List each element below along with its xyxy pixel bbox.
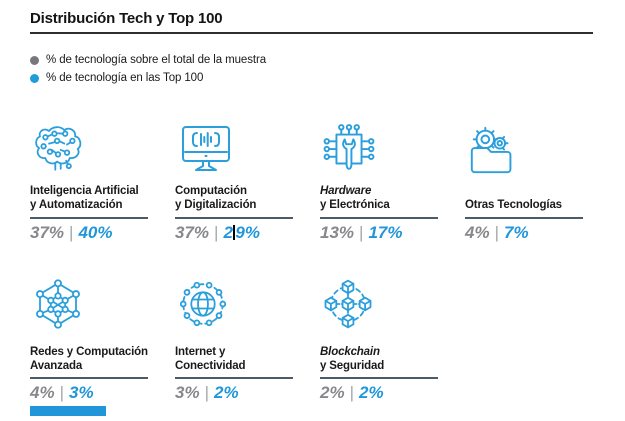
label-underline bbox=[320, 217, 438, 219]
pct-total: 3% bbox=[175, 382, 200, 402]
card-percentages: 3% | 2% bbox=[175, 383, 307, 403]
pct-top100: 3% bbox=[69, 382, 94, 402]
pct-total: 4% bbox=[30, 382, 55, 402]
card-percentages: 4% | 7% bbox=[465, 223, 597, 243]
ai-brain-circuit-icon bbox=[30, 118, 162, 182]
page-title: Distribución Tech y Top 100 bbox=[30, 10, 223, 27]
card-label: Internet y Conectividad bbox=[175, 346, 246, 372]
pct-total: 37% bbox=[175, 222, 210, 242]
blockchain-cubes-icon bbox=[320, 273, 452, 343]
card-hardware: Hardware y Electrónica 13% | 17% bbox=[320, 118, 452, 243]
card-percentages: 13% | 17% bbox=[320, 223, 452, 243]
pct-total: 2% bbox=[320, 382, 345, 402]
pct-separator: | bbox=[214, 222, 219, 242]
network-mesh-icon bbox=[30, 273, 162, 343]
pct-top100: 7% bbox=[504, 222, 529, 242]
pct-top100: 17% bbox=[368, 222, 403, 242]
card-label: Inteligencia Artificial y Automatización bbox=[30, 185, 139, 211]
pct-separator: | bbox=[494, 222, 499, 242]
pct-total: 37% bbox=[30, 222, 65, 242]
label-underline bbox=[175, 377, 293, 379]
hardware-chip-wrench-icon bbox=[320, 118, 452, 182]
legend: % de tecnología sobre el total de la mue… bbox=[30, 51, 266, 87]
legend-item-total: % de tecnología sobre el total de la mue… bbox=[30, 51, 266, 69]
card-label: Otras Tecnologías bbox=[465, 198, 562, 211]
internet-globe-icon bbox=[175, 273, 307, 343]
pct-separator: | bbox=[349, 382, 354, 402]
card-label: Hardware y Electrónica bbox=[320, 185, 390, 211]
label-underline bbox=[175, 217, 293, 219]
title-divider bbox=[30, 32, 593, 34]
folder-gears-icon bbox=[465, 118, 597, 182]
card-label: Computación y Digitalización bbox=[175, 185, 257, 211]
label-underline bbox=[320, 377, 438, 379]
card-percentages: 2% | 2% bbox=[320, 383, 452, 403]
pct-top100: 2% bbox=[214, 382, 239, 402]
card-blockchain: Blockchain y Seguridad 2% | 2% bbox=[320, 273, 452, 403]
card-redes: Redes y Computación Avanzada 4% | 3% bbox=[30, 273, 162, 403]
card-percentages: 4% | 3% bbox=[30, 383, 162, 403]
card-inteligencia-artificial: Inteligencia Artificial y Automatización… bbox=[30, 118, 162, 243]
legend-item-top100: % de tecnología en las Top 100 bbox=[30, 69, 266, 87]
pct-top100: 40% bbox=[78, 222, 113, 242]
card-label: Redes y Computación Avanzada bbox=[30, 346, 148, 372]
pct-total: 13% bbox=[320, 222, 355, 242]
text-caret bbox=[233, 224, 235, 240]
label-underline bbox=[30, 217, 148, 219]
computing-monitor-icon bbox=[175, 118, 307, 182]
footer-accent-bar bbox=[30, 406, 106, 416]
card-label: Blockchain y Seguridad bbox=[320, 346, 385, 372]
card-percentages: 37% | 2 9% bbox=[175, 223, 307, 243]
card-computacion: Computación y Digitalización 37% | 2 9% bbox=[175, 118, 307, 243]
card-percentages: 37% | 40% bbox=[30, 223, 162, 243]
card-otras-tecnologias: Otras Tecnologías 4% | 7% bbox=[465, 118, 597, 243]
pct-separator: | bbox=[359, 222, 364, 242]
pct-separator: | bbox=[204, 382, 209, 402]
pct-top100-editing[interactable]: 2 9% bbox=[223, 222, 260, 242]
pct-separator: | bbox=[59, 382, 64, 402]
pct-top100: 2% bbox=[359, 382, 384, 402]
pct-total: 4% bbox=[465, 222, 490, 242]
card-internet: Internet y Conectividad 3% | 2% bbox=[175, 273, 307, 403]
blue-dot-icon bbox=[30, 73, 39, 83]
pct-separator: | bbox=[69, 222, 74, 242]
label-underline bbox=[465, 217, 583, 219]
label-underline bbox=[30, 377, 148, 379]
gray-dot-icon bbox=[30, 55, 39, 65]
